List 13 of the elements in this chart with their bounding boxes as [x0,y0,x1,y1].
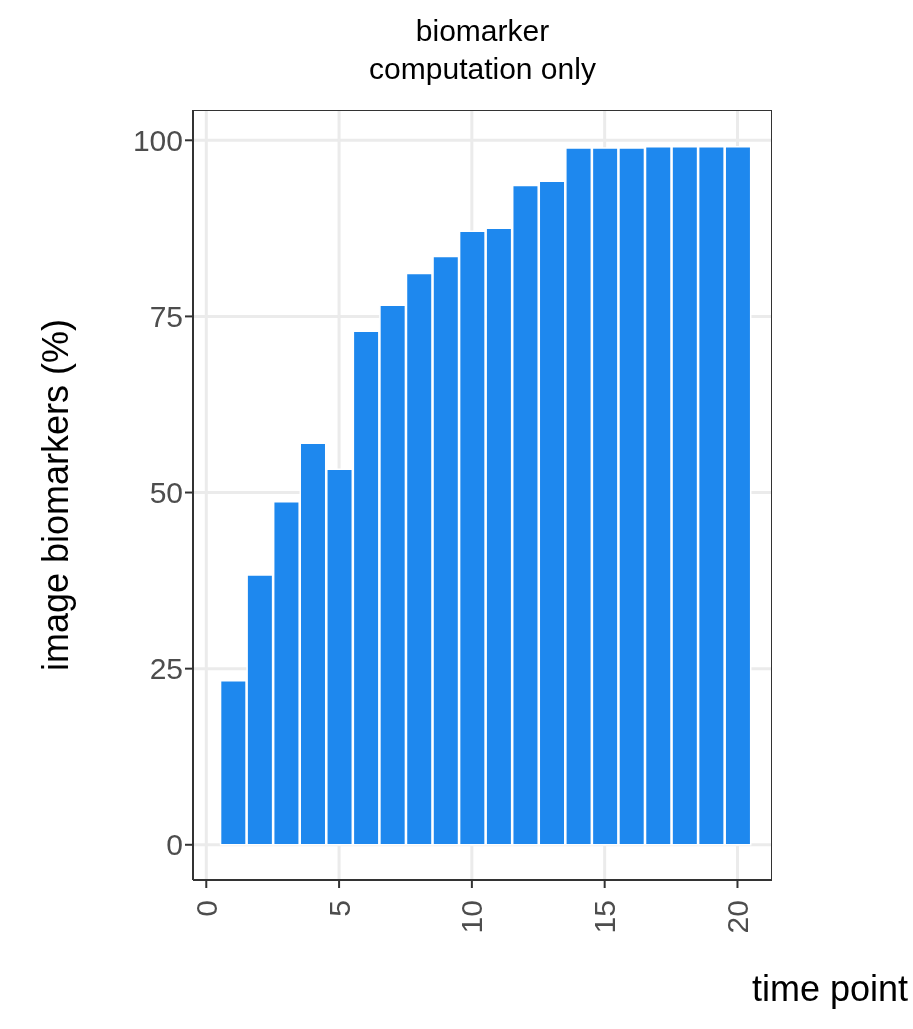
y-tick-label: 100 [132,123,183,157]
x-axis-title: time point [751,968,908,1010]
x-tick-label: 0 [189,900,223,917]
chart-title: biomarker computation only [368,13,597,87]
x-tick-label: 10 [455,900,489,934]
y-tick-label: 0 [166,828,183,862]
y-tick-label: 75 [149,300,183,334]
x-tick-label: 5 [322,900,356,917]
y-tick-label: 25 [149,652,183,686]
y-axis-title: image biomarkers (%) [35,318,77,672]
x-tick-label: 20 [720,900,754,934]
y-tick-label: 50 [149,476,183,510]
x-tick-label: 15 [588,900,622,934]
